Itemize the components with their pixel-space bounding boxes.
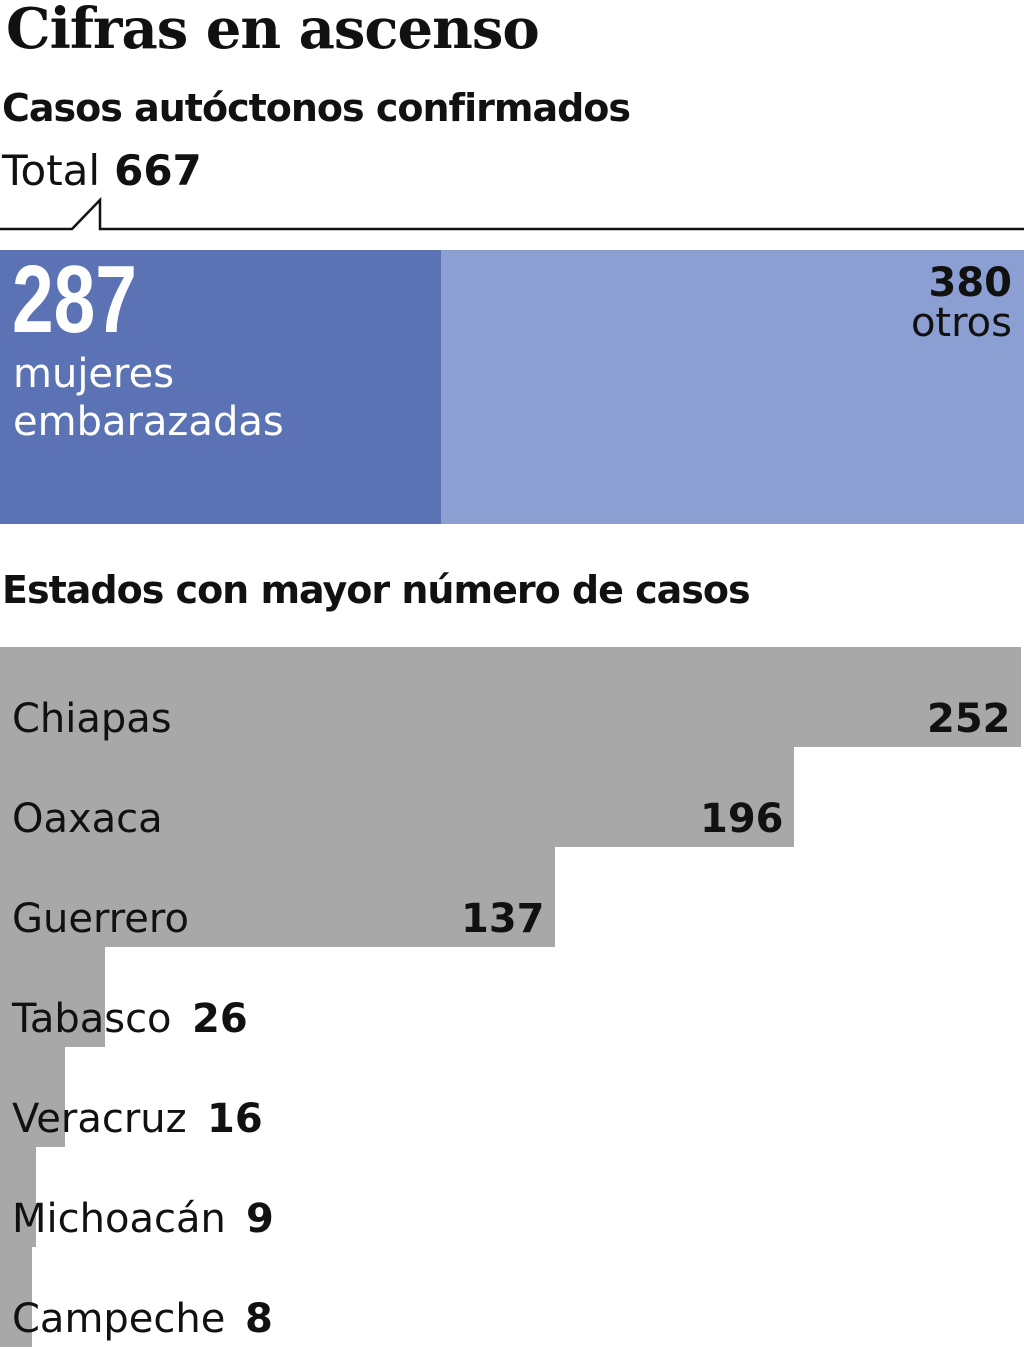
state-value-label: 9 xyxy=(246,1196,274,1242)
state-bar xyxy=(0,747,794,847)
state-bar xyxy=(0,1147,36,1247)
state-value-label: 196 xyxy=(700,796,784,842)
states-chart-title: Estados con mayor número de casos xyxy=(2,568,751,612)
embarazadas-value-label: 287 xyxy=(12,246,137,353)
chart-subtitle: Casos autóctonos confirmados xyxy=(2,86,631,130)
total-value: 667 xyxy=(114,146,202,195)
otros-value-label: 380 xyxy=(928,260,1013,306)
total-label: Total xyxy=(2,146,101,195)
state-label: Campeche xyxy=(12,1296,226,1342)
chart-title: Cifras en ascenso xyxy=(6,0,540,62)
state-value-label: 26 xyxy=(192,996,248,1042)
total-bracket xyxy=(0,196,1024,231)
state-bar xyxy=(0,847,555,947)
state-bar xyxy=(0,647,1021,747)
embarazadas-label: mujeres embarazadas xyxy=(13,351,284,445)
state-value-label: 16 xyxy=(207,1096,263,1142)
state-value-label: 137 xyxy=(461,896,545,942)
state-label: Chiapas xyxy=(12,696,172,742)
state-bar xyxy=(0,947,105,1047)
state-label: Oaxaca xyxy=(12,796,163,842)
state-label: Veracruz xyxy=(12,1096,187,1142)
state-label: Tabasco xyxy=(12,996,172,1042)
pregnancy-split-bar: 287 mujeres embarazadas 380 otros xyxy=(0,250,1024,524)
state-bar xyxy=(0,1247,32,1347)
bar-segment-otros: 380 otros xyxy=(441,250,1024,524)
state-label: Michoacán xyxy=(12,1196,226,1242)
total-row: Total 667 xyxy=(2,146,202,195)
otros-label: otros xyxy=(910,300,1012,346)
states-bar-chart: Chiapas 252 Oaxaca 196 Guerrero 137 Tabasco 26 V… xyxy=(0,647,1024,1349)
state-bar xyxy=(0,1047,65,1147)
state-label: Guerrero xyxy=(12,896,189,942)
state-value-label: 8 xyxy=(245,1296,273,1342)
bar-segment-embarazadas: 287 mujeres embarazadas xyxy=(0,250,441,524)
state-value-label: 252 xyxy=(927,696,1011,742)
